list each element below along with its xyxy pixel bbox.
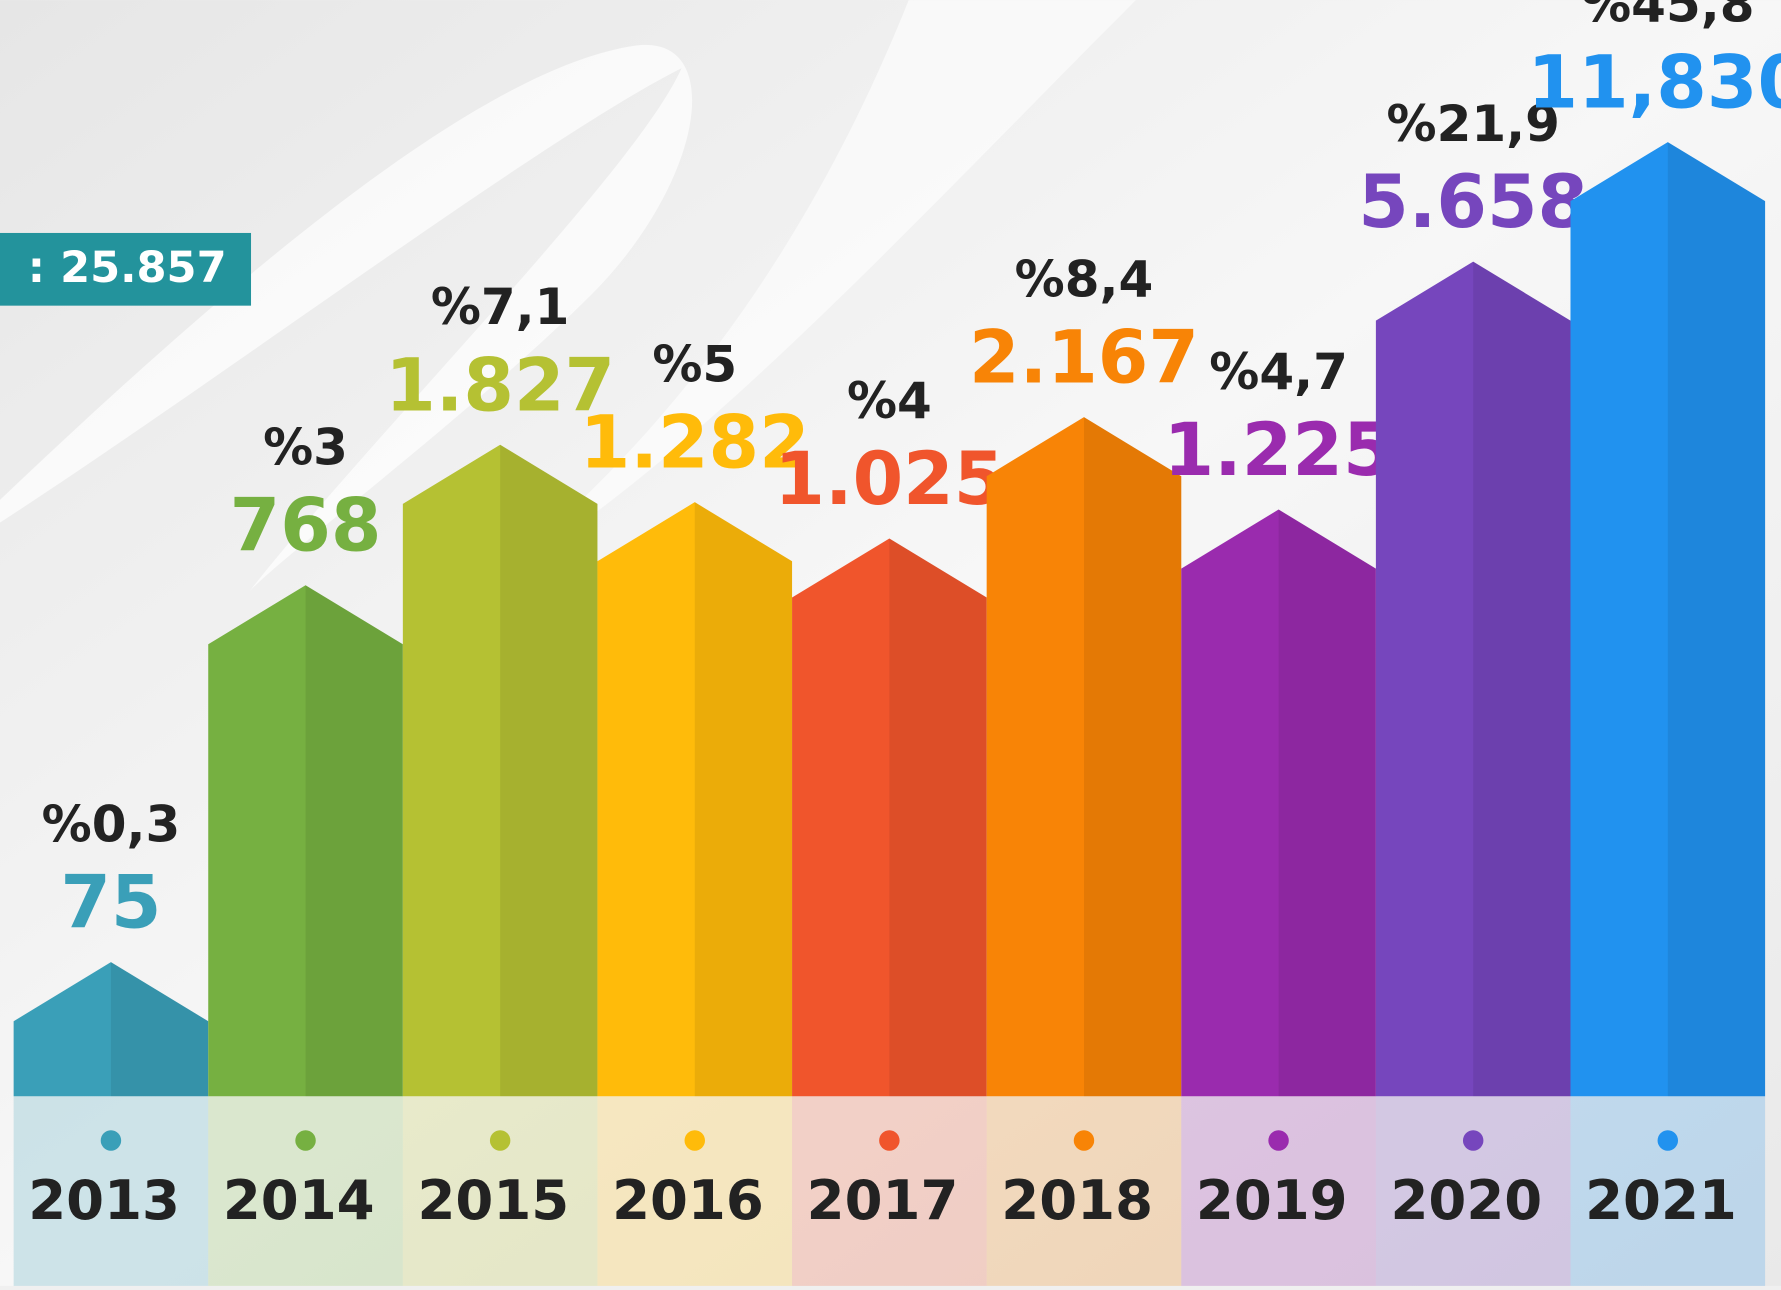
x-tick-label: 2015	[417, 1168, 569, 1232]
bar-shade	[1668, 142, 1765, 1096]
percent-label: %4,7	[1209, 343, 1348, 401]
bar-shade	[500, 445, 597, 1096]
percent-label: %45,8	[1581, 0, 1754, 34]
year-dot	[1268, 1130, 1288, 1150]
x-tick-label: 2017	[807, 1168, 959, 1232]
year-dot	[490, 1130, 510, 1150]
year-dot	[1658, 1130, 1678, 1150]
chart: : 25.857 75%0,32013768%320141.827%7,1201…	[0, 0, 1781, 1286]
x-tick-label: 2019	[1196, 1168, 1348, 1232]
percent-label: %3	[263, 419, 348, 477]
percent-label: %8,4	[1015, 251, 1154, 309]
value-label: 5.658	[1358, 161, 1588, 245]
value-label: 768	[230, 485, 382, 569]
x-tick-label: 2018	[1001, 1168, 1153, 1232]
x-tick-label: 2016	[612, 1168, 764, 1232]
year-dot	[879, 1130, 899, 1150]
bar-shade	[889, 538, 986, 1096]
x-tick-label: 2020	[1391, 1168, 1543, 1232]
value-label: 75	[60, 862, 161, 946]
x-tick-label: 2013	[28, 1168, 180, 1232]
percent-label: %7,1	[431, 278, 570, 336]
percent-label: %5	[652, 336, 737, 394]
year-dot	[685, 1130, 705, 1150]
year-dot	[101, 1130, 121, 1150]
bar-shade	[1473, 262, 1570, 1097]
value-label: 1.025	[774, 438, 1004, 522]
value-label: 1.225	[1164, 409, 1394, 493]
bar-shade	[1279, 510, 1376, 1097]
percent-label: %0,3	[42, 796, 181, 854]
value-label: 11,830	[1528, 42, 1781, 126]
year-dot	[1074, 1130, 1094, 1150]
total-label: : 25.857	[28, 243, 227, 293]
year-dot	[295, 1130, 315, 1150]
value-label: 2.167	[969, 317, 1199, 401]
bar-shade	[306, 585, 403, 1096]
bar-shade	[695, 502, 792, 1096]
percent-label: %4	[847, 372, 932, 430]
x-tick-label: 2021	[1585, 1168, 1737, 1232]
bar-shade	[1084, 417, 1181, 1096]
x-tick-label: 2014	[223, 1168, 375, 1232]
year-dot	[1463, 1130, 1483, 1150]
